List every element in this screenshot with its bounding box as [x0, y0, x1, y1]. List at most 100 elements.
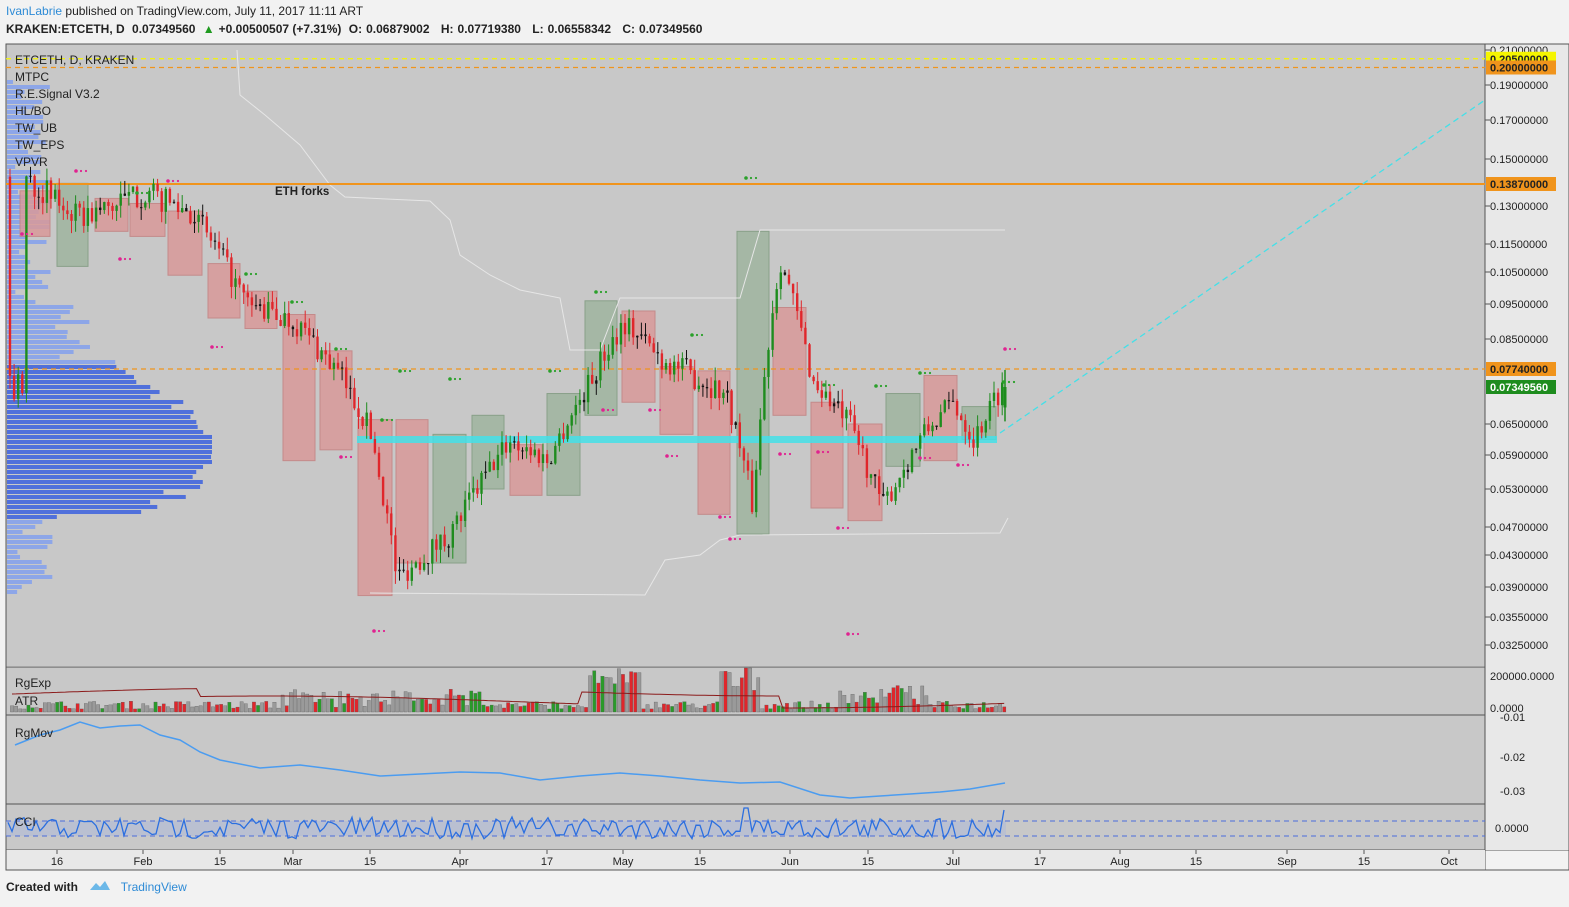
volume-bar [834, 706, 838, 713]
volume-bar [34, 707, 39, 713]
volume-bar [608, 677, 613, 713]
volume-bar [469, 690, 474, 713]
legend-item: TW_EPS [15, 138, 64, 152]
eth-forks-annotation: ETH forks [275, 186, 329, 198]
candle-body [595, 380, 598, 384]
candle-body [119, 193, 122, 206]
candle-body [980, 426, 983, 433]
signal-dot [606, 408, 610, 412]
volume-bar [879, 689, 884, 713]
candle-body [390, 513, 393, 536]
candle-body [66, 210, 69, 215]
candle-body [480, 472, 483, 494]
candle-body [443, 534, 446, 547]
candle-body [205, 216, 208, 233]
volume-bar [235, 706, 240, 713]
volume-bar [47, 702, 51, 713]
signal-dot [84, 169, 88, 173]
volume-bar [420, 698, 424, 713]
tradingview-link[interactable]: TradingView [120, 880, 187, 894]
volume-profile-bar [7, 455, 212, 459]
volume-bar [227, 702, 232, 713]
volume-pane-label: RgExp [15, 676, 51, 690]
candle-body [447, 546, 450, 548]
volume-bar [629, 671, 633, 713]
volume-bar [805, 708, 810, 713]
volume-bar [703, 705, 707, 713]
signal-box [509, 444, 543, 496]
volume-bar [547, 708, 551, 713]
candle-body [955, 400, 959, 416]
volume-bar [981, 702, 986, 713]
candle-body [353, 387, 356, 409]
volume-bar [84, 703, 88, 713]
volume-bar [539, 704, 543, 713]
candle-body [181, 208, 184, 213]
signal-dot [344, 455, 348, 459]
candle-body [759, 419, 762, 470]
candle-body [99, 207, 102, 211]
volume-bar [682, 701, 687, 713]
axes: 0.210000000.190000000.170000000.15000000… [51, 45, 1556, 868]
signal-box [471, 414, 505, 490]
candle-body [283, 313, 286, 326]
signal-dot [123, 257, 127, 261]
candle-body [619, 322, 623, 345]
volume-bar [153, 701, 158, 713]
candle-body [705, 387, 709, 389]
candle-body [976, 426, 979, 448]
volume-bar [838, 690, 843, 713]
candle-body [12, 375, 16, 400]
volume-bar [334, 707, 338, 713]
candle-body [668, 362, 672, 375]
volume-bar [871, 697, 875, 713]
candle-body [226, 249, 229, 258]
candle-body [484, 471, 487, 473]
candle-body [336, 362, 340, 369]
signal-dot [1013, 347, 1017, 351]
volume-bar [67, 708, 72, 713]
volume-profile-bar [7, 485, 201, 489]
volume-bar [510, 704, 515, 713]
chart-panes [5, 43, 1569, 871]
candle-body [927, 424, 930, 432]
volume-bar [711, 703, 715, 713]
candle-body [730, 390, 733, 426]
volume-bar [317, 698, 322, 713]
volume-bar [522, 705, 527, 713]
price-tick-label: 0.03250000 [1490, 640, 1548, 652]
volume-bar [403, 691, 408, 713]
candle-body [923, 424, 926, 436]
volume-profile-bar [7, 375, 134, 379]
volume-bar [670, 706, 674, 713]
support-zone [357, 436, 997, 443]
volume-bar [957, 707, 961, 713]
volume-bar [149, 708, 154, 713]
price-tick-label: 0.09500000 [1490, 299, 1548, 311]
candle-body [865, 448, 869, 478]
candle-body [636, 335, 639, 338]
author-link[interactable]: IvanLabrie [6, 4, 63, 18]
volume-bar [145, 705, 150, 713]
candle-body [29, 175, 32, 177]
signal-dot [380, 418, 384, 422]
volume-bar [563, 705, 568, 713]
signal-dot [788, 452, 792, 456]
signal-dot [675, 454, 679, 458]
candle-body [714, 380, 717, 398]
volume-profile-bar [7, 190, 18, 194]
signal-dot [1002, 380, 1006, 384]
volume-bar [731, 686, 736, 713]
candle-body [406, 570, 409, 581]
candle-body [25, 176, 28, 393]
candle-body [316, 336, 319, 360]
volume-bar [481, 704, 486, 713]
volume-bar [51, 703, 55, 713]
volume-bar [945, 701, 949, 713]
candle-body [373, 438, 377, 453]
signal-dot [778, 452, 782, 456]
volume-bar [280, 694, 285, 713]
volume-bar [727, 672, 732, 713]
level-lines [6, 49, 1486, 596]
